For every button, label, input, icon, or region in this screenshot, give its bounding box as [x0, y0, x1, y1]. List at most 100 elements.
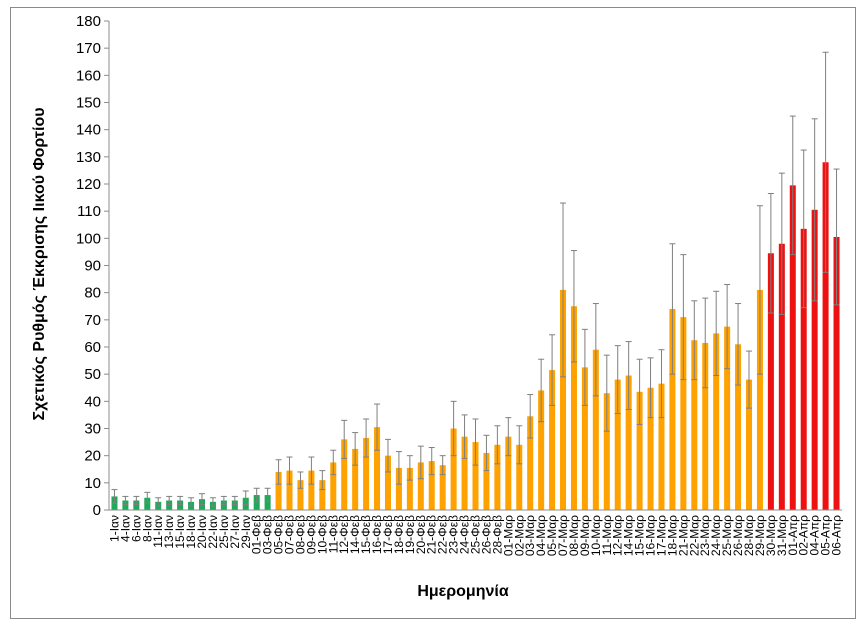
- y-tick-label: 80: [84, 285, 101, 302]
- y-axis-title: Σχετικός Ρυθμός Έκκρισης Ιικού Φορτίου: [31, 107, 48, 420]
- bar: [745, 379, 753, 510]
- y-tick-label: 70: [84, 312, 101, 329]
- chart-frame: [10, 7, 856, 619]
- y-tick-label: 100: [76, 230, 101, 247]
- bar: [756, 289, 763, 510]
- bar: [450, 428, 457, 510]
- x-tick-label: 10-Φεβ: [315, 515, 329, 554]
- x-tick-label: 20-Ιαν: [195, 515, 209, 549]
- bar: [439, 465, 446, 510]
- bar: [417, 462, 424, 510]
- bar: [297, 480, 304, 510]
- x-tick-label: 17-Μαρ: [654, 515, 668, 556]
- y-tick-label: 120: [76, 176, 101, 193]
- x-tick-label: 18-Φεβ: [392, 515, 406, 554]
- bar: [352, 448, 359, 510]
- x-tick-label: 09-Μαρ: [578, 515, 592, 556]
- x-tick-label: 29-Ιαν: [239, 515, 253, 549]
- x-tick-label: 29-Μαρ: [753, 515, 767, 556]
- y-tick-label: 60: [84, 339, 101, 356]
- x-tick-label: 05-Απρ: [819, 515, 833, 556]
- x-tick-label: 27-Ιαν: [228, 515, 242, 549]
- bar: [549, 370, 556, 510]
- bar: [691, 340, 698, 510]
- x-tick-label: 25-Μαρ: [720, 515, 734, 556]
- bar: [505, 436, 512, 510]
- x-tick-label: 08-Φεβ: [293, 515, 307, 554]
- x-tick-label: 12-Μαρ: [611, 515, 625, 556]
- x-tick-label: 11-Μαρ: [600, 515, 614, 555]
- bars: [111, 51, 840, 510]
- y-tick-label: 10: [84, 475, 101, 492]
- y-tick-label: 160: [76, 67, 101, 84]
- x-tick-label: 26-Μαρ: [731, 515, 745, 556]
- x-tick-label: 15-Φεβ: [359, 515, 373, 554]
- x-tick-label: 21-Φεβ: [425, 515, 439, 554]
- x-axis-title: Ημερομηνία: [417, 583, 509, 600]
- bar: [144, 497, 151, 510]
- bar: [713, 333, 720, 510]
- x-tick-label: 11-Ιαν: [151, 515, 165, 548]
- bar: [133, 500, 140, 510]
- x-tick-label: 6-Ιαν: [129, 515, 143, 542]
- x-tick-label: 25-Ιαν: [217, 515, 231, 549]
- x-tick-label: 23-Μαρ: [698, 515, 712, 556]
- x-tick-label: 8-Ιαν: [140, 515, 154, 542]
- x-tick-label: 06-Απρ: [830, 515, 844, 556]
- bar: [286, 470, 293, 510]
- x-tick-label: 22-Φεβ: [436, 515, 450, 554]
- bar: [166, 500, 173, 510]
- bar: [516, 444, 523, 510]
- x-tick-label: 03-Φεβ: [261, 515, 275, 554]
- x-tick-label: 15-Ιαν: [173, 515, 187, 549]
- bar: [483, 452, 490, 510]
- x-tick-label: 20-Φεβ: [414, 515, 428, 554]
- x-tick-label: 12-Φεβ: [337, 515, 351, 554]
- bar: [669, 308, 676, 510]
- bar: [341, 439, 348, 510]
- x-tick-label: 07-Μαρ: [556, 515, 570, 556]
- x-tick-label: 18-Ιαν: [184, 515, 198, 549]
- x-tick-label: 25-Φεβ: [469, 515, 483, 554]
- bar: [789, 185, 796, 510]
- bar: [778, 243, 785, 510]
- bar: [494, 444, 501, 510]
- x-tick-label: 04-Απρ: [808, 515, 822, 556]
- bar: [319, 480, 326, 510]
- y-tick-label: 40: [84, 393, 101, 410]
- bar: [406, 467, 413, 510]
- bar: [702, 342, 709, 510]
- x-tick-label: 07-Φεβ: [283, 515, 297, 554]
- y-tick-label: 180: [76, 13, 101, 30]
- bar: [231, 500, 238, 510]
- y-tick-label: 90: [84, 258, 101, 275]
- x-tick-label: 15-Μαρ: [633, 515, 647, 556]
- x-tick-label: 19-Φεβ: [403, 515, 417, 554]
- bar: [735, 344, 742, 510]
- bar: [264, 495, 271, 510]
- x-tick-label: 24-Μαρ: [709, 515, 723, 556]
- x-tick-label: 10-Μαρ: [589, 515, 603, 556]
- x-tick-label: 24-Φεβ: [458, 515, 472, 554]
- y-tick-label: 20: [84, 448, 101, 465]
- x-tick-label: 31-Μαρ: [775, 515, 789, 556]
- y-tick-label: 140: [76, 122, 101, 139]
- x-tick-label: 28-Φεβ: [490, 515, 504, 554]
- x-tick-label: 09-Φεβ: [304, 515, 318, 554]
- bar: [614, 379, 621, 510]
- x-tick-label: 01-Μαρ: [501, 515, 515, 556]
- y-tick-label: 50: [84, 366, 101, 383]
- x-tick-label: 08-Μαρ: [567, 515, 581, 556]
- bar: [122, 500, 129, 510]
- bar: [308, 470, 315, 510]
- x-tick-label: 26-Φεβ: [479, 515, 493, 554]
- x-tick-label: 14-Μαρ: [622, 515, 636, 556]
- bar: [800, 228, 807, 510]
- x-tick-label: 23-Φεβ: [447, 515, 461, 554]
- y-tick-label: 30: [84, 421, 101, 438]
- x-tick-label: 30-Μαρ: [764, 515, 778, 556]
- bar: [177, 500, 184, 510]
- x-tick-label: 22-Μαρ: [687, 515, 701, 556]
- bar: [592, 349, 599, 510]
